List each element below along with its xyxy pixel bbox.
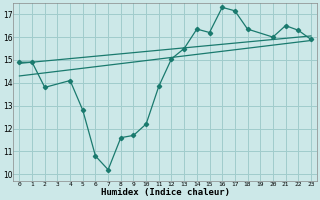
X-axis label: Humidex (Indice chaleur): Humidex (Indice chaleur): [101, 188, 230, 197]
